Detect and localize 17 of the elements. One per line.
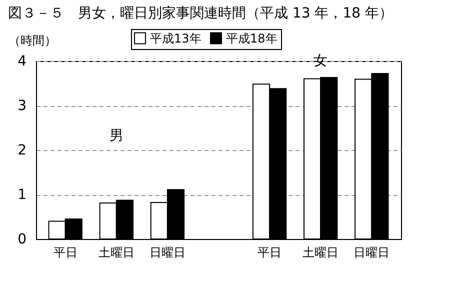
- x-tick-label: 日曜日: [354, 246, 390, 260]
- x-tick-label: 土曜日: [98, 246, 134, 260]
- legend-label: 平成13年: [150, 31, 202, 46]
- y-tick-label: 4: [18, 54, 27, 70]
- x-tick-label: 日曜日: [149, 246, 186, 260]
- y-tick-label: 1: [18, 187, 26, 203]
- annotation: 女: [314, 53, 328, 69]
- y-tick-label: 2: [18, 142, 26, 158]
- legend-label: 平成18年: [226, 31, 278, 46]
- y-tick-label: 0: [18, 232, 26, 248]
- y-tick-label: 3: [18, 98, 26, 114]
- x-tick-label: 土曜日: [302, 246, 339, 260]
- annotation: 男: [109, 128, 124, 144]
- y-axis-title: （時間）: [8, 34, 56, 48]
- x-tick-label: 平日: [258, 246, 282, 260]
- x-tick-label: 平日: [53, 246, 78, 260]
- chart-title: 図３－５ 男女，曜日別家事関連時間（平成 13 年，18 年）: [8, 6, 393, 22]
